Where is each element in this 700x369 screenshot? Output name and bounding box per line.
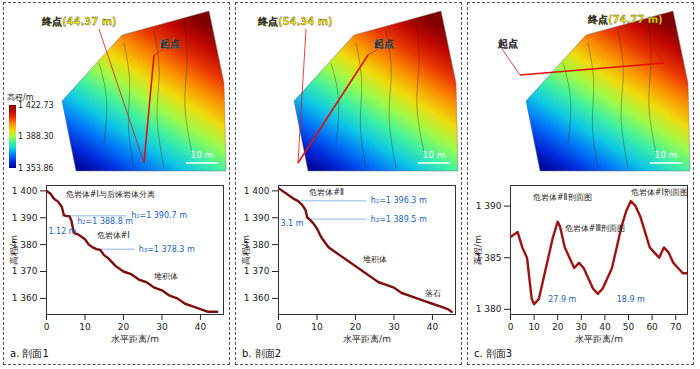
svg-text:27.9 m: 27.9 m	[548, 295, 576, 304]
svg-text:1 380: 1 380	[243, 239, 270, 250]
svg-text:1 390: 1 390	[476, 201, 502, 211]
svg-text:高程/m: 高程/m	[9, 235, 19, 265]
svg-text:1 370: 1 370	[244, 266, 270, 276]
svg-text:1 390: 1 390	[244, 213, 270, 223]
svg-text:起点: 起点	[497, 38, 518, 49]
svg-text:终点(74.77 m): 终点(74.77 m)	[587, 14, 663, 25]
svg-text:高程/m: 高程/m	[7, 93, 34, 102]
svg-text:堆积体: 堆积体	[362, 255, 387, 264]
svg-text:危岩体#Ⅰ剖面图: 危岩体#Ⅰ剖面图	[631, 188, 688, 197]
svg-text:30: 30	[156, 322, 168, 332]
svg-text:0: 0	[276, 322, 282, 332]
svg-text:h₁=1 390.7 m: h₁=1 390.7 m	[131, 211, 187, 220]
svg-text:水平距离/m: 水平距离/m	[343, 334, 391, 344]
svg-text:1 370: 1 370	[12, 266, 38, 276]
svg-text:1 400: 1 400	[244, 186, 270, 196]
svg-text:18.9 m: 18.9 m	[617, 295, 645, 304]
svg-text:危岩体#Ⅰ与后缘岩体分离: 危岩体#Ⅰ与后缘岩体分离	[66, 190, 155, 199]
svg-text:h₂=1 389.5 m: h₂=1 389.5 m	[371, 215, 427, 224]
svg-text:1 390: 1 390	[12, 213, 38, 223]
svg-text:h₂=1 388.8 m: h₂=1 388.8 m	[77, 217, 133, 226]
svg-text:h₃=1 378.3 m: h₃=1 378.3 m	[139, 245, 195, 254]
svg-text:10 m: 10 m	[190, 150, 213, 160]
svg-text:10 m: 10 m	[654, 150, 677, 160]
svg-text:20: 20	[118, 322, 130, 332]
svg-text:危岩体#Ⅱ: 危岩体#Ⅱ	[309, 188, 344, 197]
svg-text:10: 10	[79, 322, 91, 332]
svg-text:70: 70	[670, 322, 682, 332]
svg-text:堆积体: 堆积体	[153, 272, 178, 281]
svg-text:h₁=1 396.3 m: h₁=1 396.3 m	[371, 196, 427, 205]
svg-text:20: 20	[350, 322, 362, 332]
svg-text:终点(44.37 m): 终点(44.37 m)	[41, 16, 117, 27]
svg-text:0: 0	[44, 322, 50, 332]
svg-text:1 380: 1 380	[476, 304, 502, 314]
svg-text:落石: 落石	[425, 289, 441, 298]
svg-text:1 360: 1 360	[244, 293, 270, 303]
svg-text:10 m: 10 m	[422, 150, 445, 160]
svg-text:1 380: 1 380	[11, 239, 38, 250]
svg-text:0: 0	[508, 322, 514, 332]
svg-text:50: 50	[623, 322, 635, 332]
svg-text:危岩体#Ⅰ: 危岩体#Ⅰ	[97, 231, 130, 240]
svg-text:起点: 起点	[373, 38, 394, 49]
svg-text:危岩体#Ⅱ剖面图: 危岩体#Ⅱ剖面图	[533, 193, 592, 202]
svg-text:1 353.86: 1 353.86	[18, 164, 54, 173]
svg-text:1 400: 1 400	[12, 186, 38, 196]
svg-text:30: 30	[388, 322, 400, 332]
svg-text:1 385: 1 385	[475, 252, 502, 263]
html-text:c. 剖面3: c. 剖面3	[474, 348, 513, 359]
svg-text:危岩体#Ⅲ剖面图: 危岩体#Ⅲ剖面图	[565, 224, 625, 233]
svg-text:起点: 起点	[159, 38, 180, 49]
svg-text:40: 40	[599, 322, 611, 332]
svg-text:1.12 m: 1.12 m	[48, 227, 76, 236]
svg-text:水平距离/m: 水平距离/m	[111, 334, 159, 344]
svg-text:高程/m: 高程/m	[473, 235, 483, 265]
svg-text:40: 40	[427, 322, 439, 332]
svg-text:高程/m: 高程/m	[241, 235, 251, 265]
svg-text:40: 40	[195, 322, 207, 332]
svg-text:30: 30	[576, 322, 588, 332]
html-text:b. 剖面2: b. 剖面2	[242, 348, 282, 359]
svg-text:20: 20	[552, 322, 564, 332]
svg-text:60: 60	[646, 322, 658, 332]
svg-text:1 360: 1 360	[12, 293, 38, 303]
svg-text:3.1 m: 3.1 m	[280, 219, 303, 228]
svg-text:1 388.30: 1 388.30	[18, 132, 54, 141]
svg-text:10: 10	[311, 322, 323, 332]
svg-text:终点(54.34 m): 终点(54.34 m)	[257, 16, 333, 27]
svg-text:1 422.73: 1 422.73	[18, 101, 54, 110]
svg-text:水平距离/m: 水平距离/m	[575, 334, 623, 344]
html-text:a. 剖面1: a. 剖面1	[10, 348, 49, 359]
svg-text:10: 10	[528, 322, 540, 332]
